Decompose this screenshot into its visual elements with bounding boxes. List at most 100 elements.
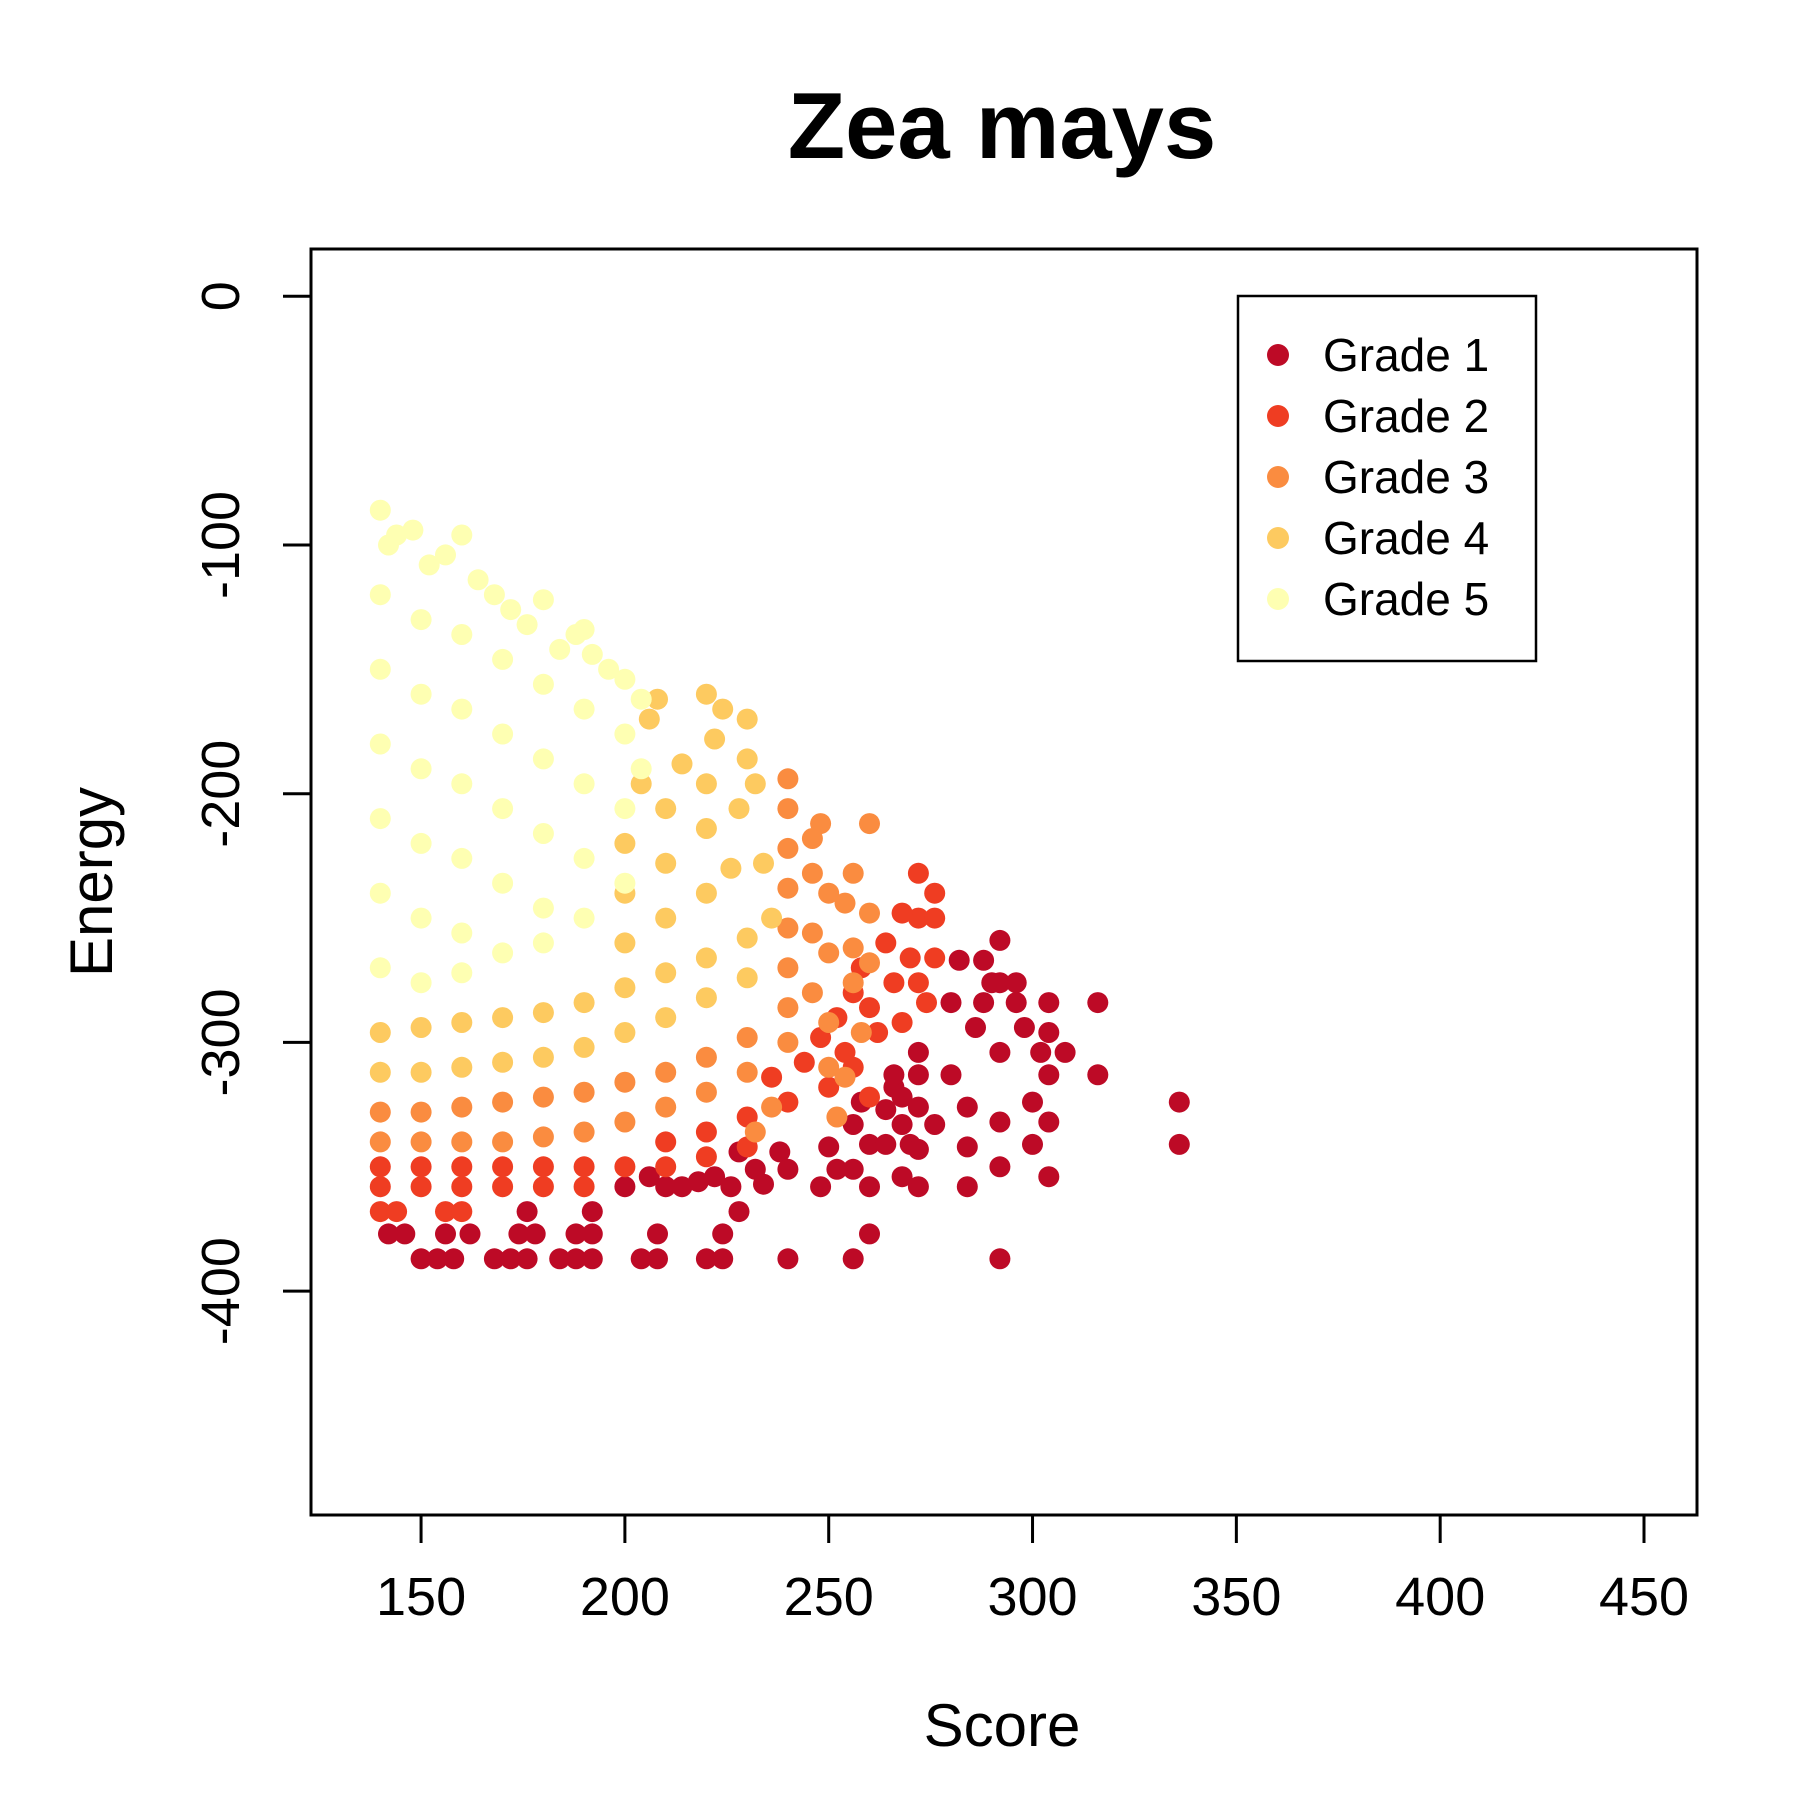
data-point <box>1038 1064 1060 1086</box>
data-point <box>369 957 391 979</box>
data-point <box>581 1248 603 1270</box>
data-point <box>410 683 432 705</box>
data-point <box>777 837 799 859</box>
data-point <box>451 1201 473 1223</box>
data-point <box>891 1012 913 1033</box>
data-point <box>859 1086 880 1108</box>
data-point <box>907 1041 929 1063</box>
data-point <box>655 1007 677 1029</box>
data-point <box>810 813 832 835</box>
data-point <box>891 1086 913 1108</box>
data-point <box>630 758 652 780</box>
data-point <box>614 723 636 745</box>
data-point <box>614 668 636 690</box>
data-point <box>630 1248 652 1270</box>
data-point <box>777 917 799 939</box>
legend-label: Grade 4 <box>1323 512 1489 564</box>
data-point <box>671 1176 693 1198</box>
data-point <box>834 892 856 914</box>
data-point <box>630 773 652 795</box>
data-point <box>435 544 456 566</box>
data-point <box>369 1156 391 1178</box>
legend-label: Grade 2 <box>1323 390 1489 442</box>
data-point <box>451 1012 473 1033</box>
data-point <box>492 1156 514 1178</box>
data-point <box>1038 1111 1060 1133</box>
data-point <box>394 1223 416 1245</box>
data-point <box>614 1176 636 1198</box>
data-point <box>956 1176 978 1198</box>
data-point <box>369 1201 391 1223</box>
data-point <box>777 1248 799 1270</box>
data-point <box>761 907 783 929</box>
data-point <box>1087 992 1109 1014</box>
data-point <box>369 584 391 606</box>
legend-marker <box>1267 344 1289 366</box>
data-point <box>369 1176 391 1198</box>
data-point <box>459 1223 481 1245</box>
data-point <box>989 1248 1011 1270</box>
data-point <box>777 768 799 790</box>
data-point <box>850 1022 872 1043</box>
data-point <box>410 1017 432 1038</box>
x-axis-title: Score <box>924 1692 1081 1759</box>
data-point <box>777 877 799 899</box>
data-point <box>532 1156 554 1178</box>
data-point <box>369 1061 391 1083</box>
data-point <box>435 1223 456 1245</box>
data-point <box>842 972 864 994</box>
data-point <box>989 929 1011 951</box>
data-point <box>695 1146 717 1168</box>
data-point <box>728 798 750 820</box>
legend-marker <box>1267 527 1289 549</box>
data-point <box>426 1248 448 1270</box>
chart-title: Zea mays <box>788 73 1217 178</box>
data-point <box>744 773 766 795</box>
data-point <box>581 1201 603 1223</box>
data-point <box>410 1176 432 1198</box>
data-point <box>524 1223 546 1245</box>
data-point <box>451 524 473 546</box>
data-point <box>695 773 717 795</box>
data-point <box>1013 1017 1035 1038</box>
data-point <box>492 1091 514 1113</box>
data-point <box>581 1223 603 1245</box>
data-point <box>777 1091 799 1113</box>
data-point <box>492 1007 514 1029</box>
data-point <box>695 818 717 839</box>
data-point <box>859 997 880 1019</box>
data-point <box>818 1136 840 1158</box>
data-point <box>769 1141 791 1163</box>
data-point <box>573 619 595 640</box>
data-point <box>614 1156 636 1178</box>
data-point <box>573 1081 595 1103</box>
data-point <box>614 1071 636 1093</box>
data-point <box>907 1064 929 1086</box>
data-point <box>818 1076 840 1098</box>
data-point <box>614 932 636 954</box>
data-point <box>907 862 929 884</box>
data-point <box>655 798 677 820</box>
data-point <box>801 862 823 884</box>
data-point <box>451 847 473 869</box>
data-point <box>451 1056 473 1078</box>
data-point <box>687 1171 709 1193</box>
data-point <box>736 967 758 989</box>
data-point <box>451 773 473 795</box>
data-point <box>883 972 905 994</box>
data-point <box>573 1176 595 1198</box>
data-point <box>720 857 742 879</box>
legend-label: Grade 5 <box>1323 573 1489 625</box>
data-point <box>410 1131 432 1153</box>
data-point <box>940 1064 962 1086</box>
data-point <box>695 1081 717 1103</box>
data-point <box>989 972 1011 994</box>
data-point <box>924 1114 946 1135</box>
data-point <box>532 823 554 844</box>
data-point <box>655 1096 677 1118</box>
data-point <box>532 1086 554 1108</box>
data-point <box>1038 1022 1060 1043</box>
data-point <box>842 862 864 884</box>
data-point <box>728 1201 750 1223</box>
